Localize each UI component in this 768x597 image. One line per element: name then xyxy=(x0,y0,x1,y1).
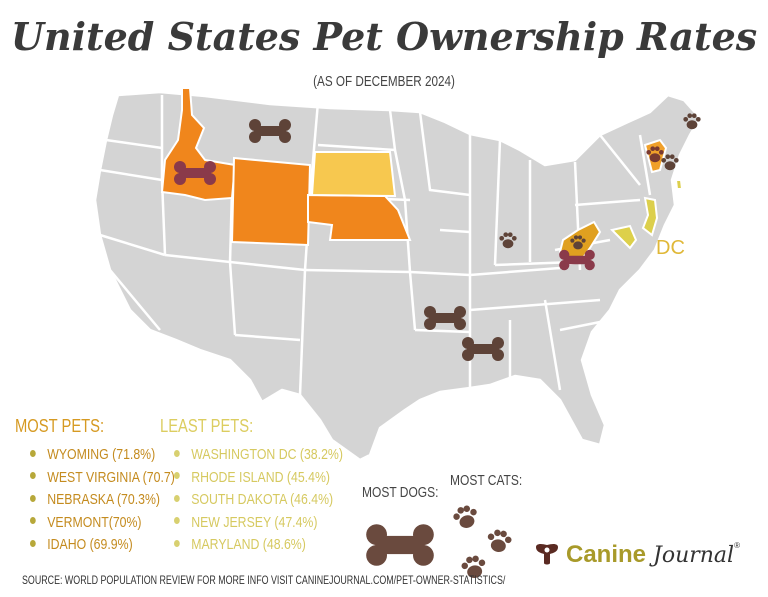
list-item: NEBRASKA (70.3%) xyxy=(30,489,175,512)
most-pets-heading: MOST PETS: xyxy=(15,416,105,436)
bullet-icon xyxy=(174,517,180,525)
bullet-icon xyxy=(30,539,36,547)
least-pets-states xyxy=(310,151,684,250)
paw-icon xyxy=(453,505,512,578)
list-item: IDAHO (69.9%) xyxy=(30,534,175,557)
most-pets-states xyxy=(160,87,668,267)
registered-mark: ® xyxy=(734,540,740,550)
list-item: VERMONT(70%) xyxy=(30,512,175,535)
bullet-icon xyxy=(174,472,180,480)
bullet-icon xyxy=(174,494,180,502)
logo-word-journal: Journal xyxy=(653,542,735,568)
bullet-icon xyxy=(174,449,180,457)
least-pets-list: WASHINGTON DC (38.2%) RHODE ISLAND (45.4… xyxy=(174,444,343,557)
logo-word-canine: Canine xyxy=(566,541,647,568)
list-item: WEST VIRGINIA (70.7) xyxy=(30,467,175,490)
list-item: NEW JERSEY (47.4%) xyxy=(174,512,343,535)
bullet-icon xyxy=(30,517,36,525)
dog-nose-icon xyxy=(536,543,558,565)
list-item: WYOMING (71.8%) xyxy=(30,444,175,467)
list-item: WASHINGTON DC (38.2%) xyxy=(174,444,343,467)
most-pets-list: WYOMING (71.8%) WEST VIRGINIA (70.7) NEB… xyxy=(30,444,175,557)
canine-journal-logo[interactable]: Canine Journal ® xyxy=(534,541,740,569)
list-item: RHODE ISLAND (45.4%) xyxy=(174,467,343,490)
state-borders xyxy=(99,95,652,396)
bullet-icon xyxy=(30,449,36,457)
bullet-icon xyxy=(30,472,36,480)
state-rhode-island xyxy=(674,179,684,190)
page-title: United States Pet Ownership Rates xyxy=(10,14,758,59)
page-subtitle: (AS OF DECEMBER 2024) xyxy=(313,73,455,90)
state-maryland xyxy=(610,224,638,250)
most-cats-heading: MOST CATS: xyxy=(450,472,523,489)
state-south-dakota xyxy=(310,151,397,198)
dc-label: DC xyxy=(656,237,685,259)
list-item: MARYLAND (48.6%) xyxy=(174,534,343,557)
bullet-icon xyxy=(30,494,36,502)
state-new-jersey xyxy=(641,196,659,237)
state-nebraska xyxy=(307,193,412,241)
state-wyoming xyxy=(230,156,312,247)
most-dogs-heading: MOST DOGS: xyxy=(362,484,439,501)
bone-icon xyxy=(366,524,434,566)
least-pets-heading: LEAST PETS: xyxy=(160,416,254,436)
source-footer: SOURCE: WORLD POPULATION REVIEW FOR MORE… xyxy=(22,573,506,587)
bullet-icon xyxy=(174,539,180,547)
list-item: SOUTH DAKOTA (46.4%) xyxy=(174,489,343,512)
